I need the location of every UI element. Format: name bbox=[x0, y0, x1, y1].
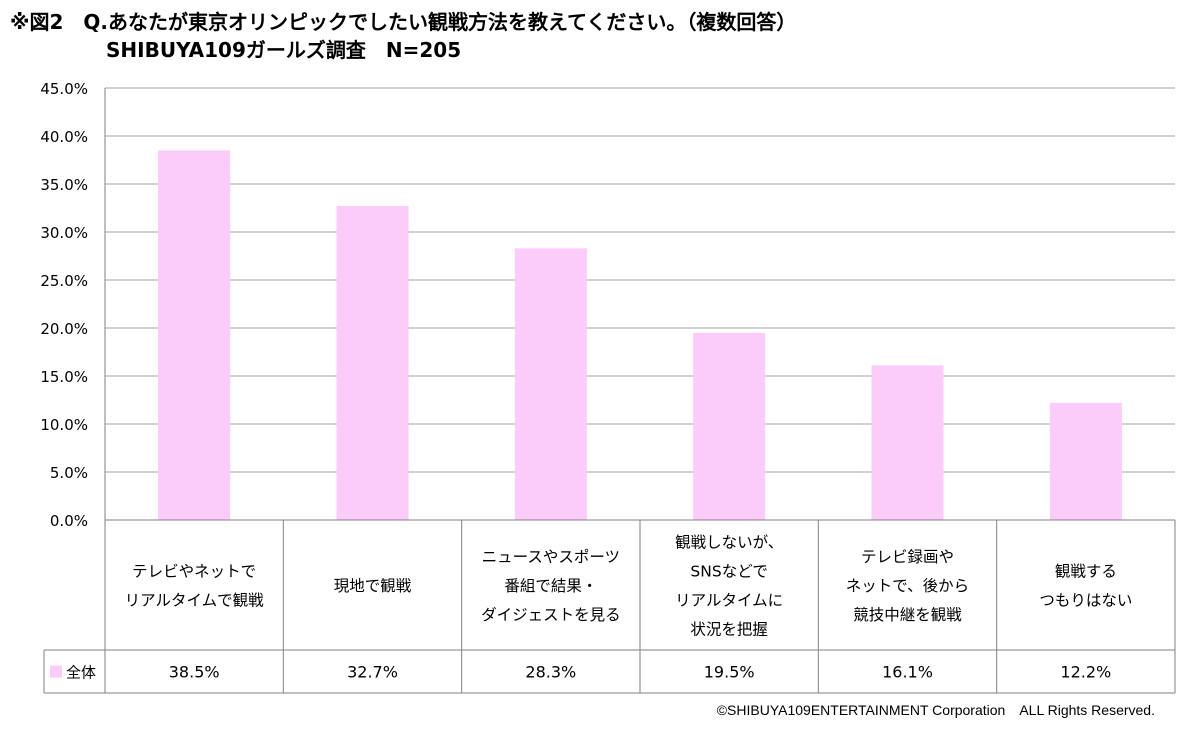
bar-chart: 0.0% 5.0% 10.0% 15.0% 20.0% 25.0% 30.0% 35.0% 40… bbox=[40, 80, 1176, 694]
y-tick-label: 0.0% bbox=[50, 512, 88, 530]
data-value-label: 28.3% bbox=[525, 663, 576, 682]
bar bbox=[514, 248, 587, 520]
copyright-notice: ©SHIBUYA109ENTERTAINMENT Corporation ALL… bbox=[716, 702, 1155, 718]
y-tick-label: 10.0% bbox=[40, 416, 88, 434]
y-tick-label: 45.0% bbox=[40, 80, 88, 98]
y-tick-label: 15.0% bbox=[40, 368, 88, 386]
bar bbox=[158, 150, 231, 520]
y-tick-label: 5.0% bbox=[50, 464, 88, 482]
legend-label: 全体 bbox=[66, 664, 96, 682]
x-category-label: 現地で観戦 bbox=[334, 577, 412, 595]
chart-title-line-2: SHIBUYA109ガールズ調査 N=205 bbox=[106, 38, 462, 62]
x-category-label: 観戦するつもりはない bbox=[1039, 563, 1132, 610]
legend-swatch bbox=[50, 665, 62, 678]
data-value-label: 19.5% bbox=[704, 663, 755, 682]
x-category-label: ニュースやスポーツ番組で結果・ダイジェストを見る bbox=[481, 548, 621, 624]
y-tick-label: 40.0% bbox=[40, 128, 88, 146]
y-tick-label: 30.0% bbox=[40, 224, 88, 242]
data-value-label: 38.5% bbox=[169, 663, 220, 682]
data-value-label: 16.1% bbox=[882, 663, 933, 682]
data-value-label: 12.2% bbox=[1060, 663, 1111, 682]
y-tick-label: 25.0% bbox=[40, 272, 88, 290]
data-value-label: 32.7% bbox=[347, 663, 398, 682]
bar bbox=[693, 332, 766, 520]
bar bbox=[871, 365, 944, 520]
chart-title: ※図2 Q.あなたが東京オリンピックでしたい観戦方法を教えてください。（複数回答… bbox=[10, 8, 796, 64]
y-tick-label: 35.0% bbox=[40, 176, 88, 194]
x-category-label: テレビやネットでリアルタイムで観戦 bbox=[125, 563, 265, 610]
bar bbox=[1049, 402, 1122, 520]
x-category-label: テレビ録画やネットで、後から競技中継を観戦 bbox=[846, 548, 969, 624]
y-tick-label: 20.0% bbox=[40, 320, 88, 338]
bar bbox=[336, 206, 409, 520]
chart-title-line-1: ※図2 Q.あなたが東京オリンピックでしたい観戦方法を教えてください。（複数回答… bbox=[10, 10, 797, 34]
x-category-label: 観戦しないが、 SNSなどでリアルタイムに状況を把握 bbox=[675, 534, 783, 639]
